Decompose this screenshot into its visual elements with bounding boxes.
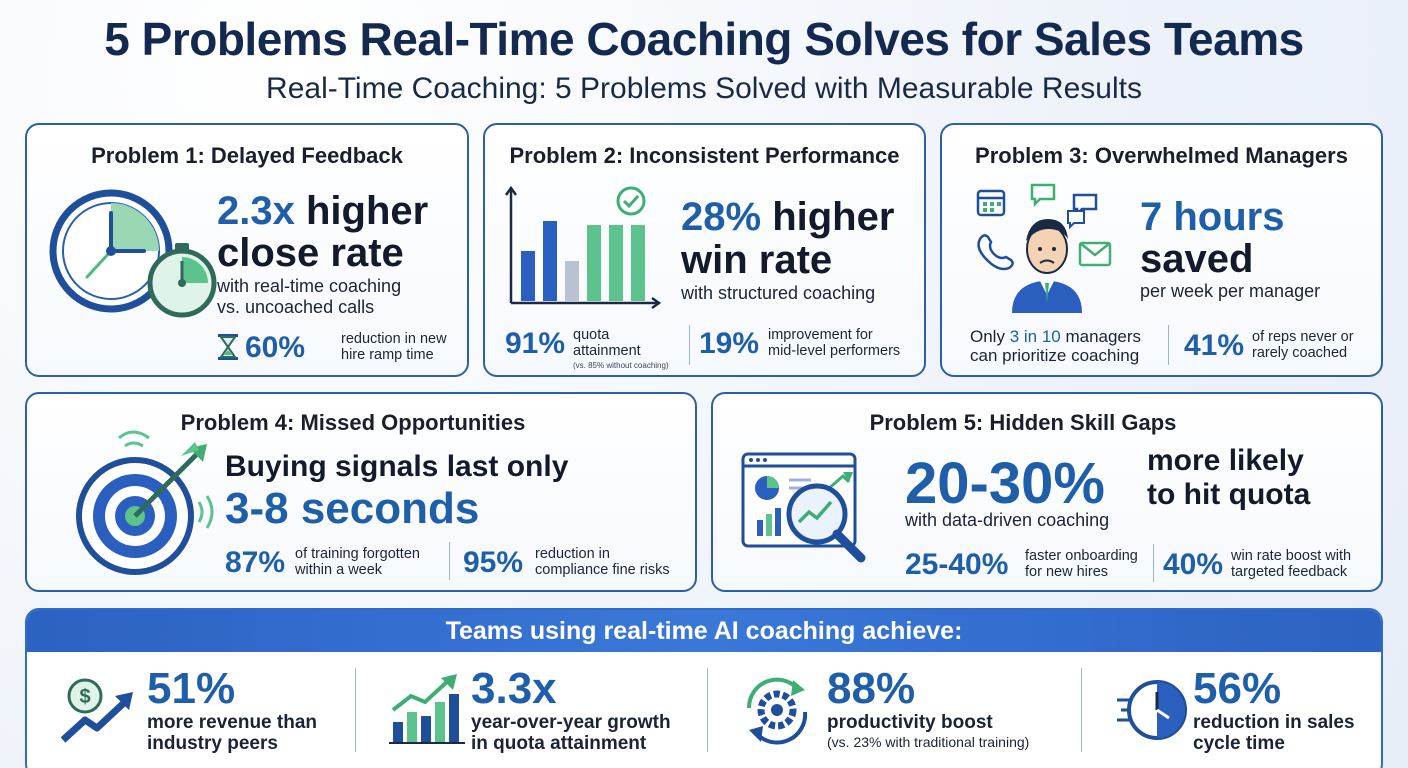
problem-2-headline-line2: win rate: [681, 238, 833, 282]
results-divider-2: [707, 668, 708, 752]
problem-1-stat-number: 60%: [245, 331, 306, 364]
results-banner: Teams using real-time AI coaching achiev…: [25, 608, 1383, 768]
problem-1-headline-word: higher: [305, 189, 429, 233]
problem-4-stat1-line2: within a week: [295, 562, 383, 578]
clock-stopwatch-icon: [49, 187, 229, 327]
problem-2-stat2-number: 19%: [699, 327, 760, 360]
problem-3-headline-line1: 7 hours: [1140, 195, 1285, 239]
bar-chart-check-icon: [503, 185, 663, 315]
problem-4-stat2-line1: reduction in: [535, 546, 610, 562]
problem-2-card: Problem 2: Inconsistent Performance 28% …: [483, 123, 926, 377]
result-1-line2: industry peers: [147, 733, 278, 754]
problem-4-stat1-line1: of training forgotten: [295, 546, 420, 562]
problem-5-stat1-line1: faster onboarding: [1025, 548, 1138, 564]
results-banner-heading: Teams using real-time AI coaching achiev…: [27, 610, 1381, 652]
problem-3-stat1-pre: Only: [970, 327, 1010, 346]
problem-2-headline-word: higher: [772, 195, 895, 239]
problem-3-stat1-post: managers: [1060, 327, 1142, 346]
problem-3-stat2-number: 41%: [1184, 329, 1245, 362]
problem-1-stat-line1: reduction in new: [341, 331, 447, 347]
results-divider-1: [355, 668, 356, 752]
problem-2-stat2-line1: improvement for: [768, 327, 873, 343]
problem-4-stat2-number: 95%: [463, 546, 524, 579]
dollar-growth-icon: $: [57, 674, 137, 746]
problem-1-headline-number: 2.3x: [217, 189, 295, 233]
problem-3-card: Problem 3: Overwhelmed Managers 7 hours …: [940, 123, 1383, 377]
result-2-line1: year-over-year growth: [471, 712, 671, 733]
problem-2-stat2-line2: mid-level performers: [768, 343, 901, 359]
problem-5-desc: with data-driven coaching: [905, 510, 1110, 530]
result-4-line1: reduction in sales: [1193, 712, 1355, 733]
problem-5-headline-number: 20-30%: [905, 451, 1105, 516]
problem-3-stat2-line2: rarely coached: [1252, 345, 1348, 361]
page-subtitle: Real-Time Coaching: 5 Problems Solved wi…: [266, 72, 1142, 105]
result-1-number: 51%: [147, 664, 236, 713]
problem-5-title: Problem 5: Hidden Skill Gaps: [869, 410, 1177, 435]
problem-4-title: Problem 4: Missed Opportunities: [180, 410, 526, 435]
problem-1-stat-line2: hire ramp time: [341, 347, 434, 363]
problem-5-headline-line1: more likely: [1147, 444, 1304, 477]
result-4-number: 56%: [1193, 664, 1282, 713]
problem-3-divider: [1168, 325, 1169, 365]
gear-cycle-icon: [739, 672, 815, 748]
problem-2-stat1-note: (vs. 85% without coaching): [573, 361, 669, 370]
problem-4-card: Problem 4: Missed Opportunities Buying s…: [25, 392, 697, 592]
result-2-line2: in quota attainment: [471, 733, 647, 754]
problem-3-stat1-line2: can prioritize coaching: [970, 346, 1140, 365]
problem-3-desc: per week per manager: [1140, 281, 1321, 301]
problem-5-stat2-line2: targeted feedback: [1231, 564, 1348, 580]
fast-clock-icon: [1113, 674, 1189, 746]
result-3-line1: productivity boost: [827, 712, 993, 733]
problem-5-card: Problem 5: Hidden Skill Gaps 20-30% more…: [711, 392, 1383, 592]
problem-3-stat1-highlight: 3 in 10: [1009, 327, 1061, 346]
problem-5-stat2-line1: win rate boost with: [1231, 548, 1352, 564]
problem-2-stat1-number: 91%: [505, 327, 566, 360]
page-title: 5 Problems Real-Time Coaching Solves for…: [104, 13, 1304, 65]
results-divider-3: [1081, 668, 1082, 752]
problem-4-stat2-line2: compliance fine risks: [535, 562, 670, 578]
stressed-manager-icon: [972, 183, 1122, 313]
problem-2-stat1-line1: quota: [573, 327, 610, 343]
problem-2-desc: with structured coaching: [681, 283, 876, 303]
target-arrow-icon: [57, 416, 217, 576]
problem-2-stat1-line2: attainment: [573, 343, 641, 359]
problem-2-divider: [689, 325, 690, 365]
hourglass-icon: [217, 333, 239, 361]
problem-1-desc-line1: with real-time coaching: [217, 276, 402, 296]
problem-1-headline-line2: close rate: [217, 231, 404, 275]
result-1-line1: more revenue than: [147, 712, 317, 733]
problem-5-stat1-number: 25-40%: [905, 548, 1009, 581]
problem-4-stat1-number: 87%: [225, 546, 286, 579]
problem-4-headline-line2: 3-8 seconds: [225, 484, 480, 533]
result-2-number: 3.3x: [471, 664, 557, 713]
problem-5-headline-line2: to hit quota: [1147, 478, 1311, 511]
problem-1-card: Problem 1: Delayed Feedback 2.3x higher …: [25, 123, 469, 377]
problem-3-stat1-line1: Only 3 in 10 managers: [970, 327, 1141, 347]
result-3-line2: (vs. 23% with traditional training): [827, 734, 1030, 750]
result-4-line2: cycle time: [1193, 733, 1285, 754]
problem-4-headline-line1: Buying signals last only: [225, 450, 569, 483]
problem-2-headline-number: 28%: [681, 195, 762, 239]
problem-3-stat2-line1: of reps never or: [1252, 329, 1354, 345]
problem-5-divider: [1153, 544, 1154, 582]
problem-2-title: Problem 2: Inconsistent Performance: [509, 143, 900, 168]
problem-3-headline-line2: saved: [1140, 237, 1254, 281]
problem-3-title: Problem 3: Overwhelmed Managers: [975, 143, 1348, 168]
problem-5-stat1-line2: for new hires: [1025, 564, 1109, 580]
svg-text:$: $: [79, 686, 90, 708]
problem-5-stat2-number: 40%: [1163, 548, 1224, 581]
analytics-magnifier-icon: [739, 450, 889, 578]
bar-growth-icon: [387, 672, 467, 746]
problem-1-desc-line2: vs. uncoached calls: [217, 297, 375, 317]
problem-1-title: Problem 1: Delayed Feedback: [91, 143, 403, 168]
result-3-number: 88%: [827, 664, 916, 713]
problem-4-divider: [449, 542, 450, 580]
